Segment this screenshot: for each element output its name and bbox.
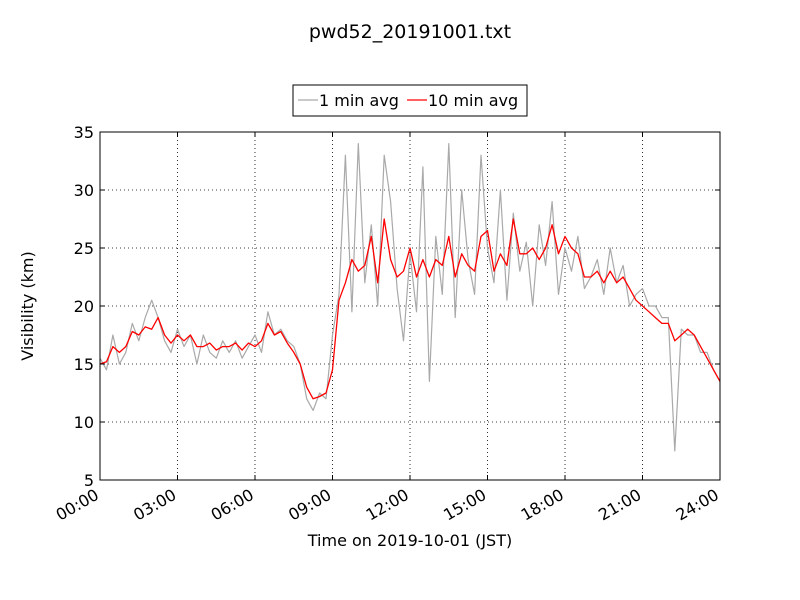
x-tick-label: 09:00 <box>285 485 334 525</box>
x-axis-label: Time on 2019-10-01 (JST) <box>307 531 512 550</box>
chart-title: pwd52_20191001.txt <box>309 21 511 43</box>
legend: 1 min avg 10 min avg <box>292 84 528 117</box>
legend-label-1min: 1 min avg <box>319 91 399 110</box>
x-tick-label: 06:00 <box>208 485 257 525</box>
legend-box <box>292 84 528 117</box>
series-group <box>99 143 721 452</box>
series-line-10min <box>99 218 721 400</box>
y-tick-label: 10 <box>74 413 94 432</box>
x-tick-label: 03:00 <box>130 485 179 525</box>
y-tick-label: 25 <box>74 239 94 258</box>
y-tick-label: 30 <box>74 181 94 200</box>
x-tick-label: 00:00 <box>53 485 102 525</box>
x-tick-label: 12:00 <box>363 485 412 525</box>
x-tick-label: 24:00 <box>673 485 722 525</box>
legend-label-10min: 10 min avg <box>428 91 518 110</box>
ticks: 00:00 03:00 06:00 09:00 12:00 15:00 18:00 21:00… <box>53 123 722 525</box>
x-tick-label: 21:00 <box>595 485 644 525</box>
grid <box>100 132 720 480</box>
y-tick-label: 5 <box>84 471 94 490</box>
x-tick-label: 18:00 <box>518 485 567 525</box>
y-tick-label: 15 <box>74 355 94 374</box>
y-axis-label: Visibility (km) <box>18 251 37 360</box>
y-tick-label: 35 <box>74 123 94 142</box>
y-tick-label: 20 <box>74 297 94 316</box>
x-tick-label: 15:00 <box>440 485 489 525</box>
